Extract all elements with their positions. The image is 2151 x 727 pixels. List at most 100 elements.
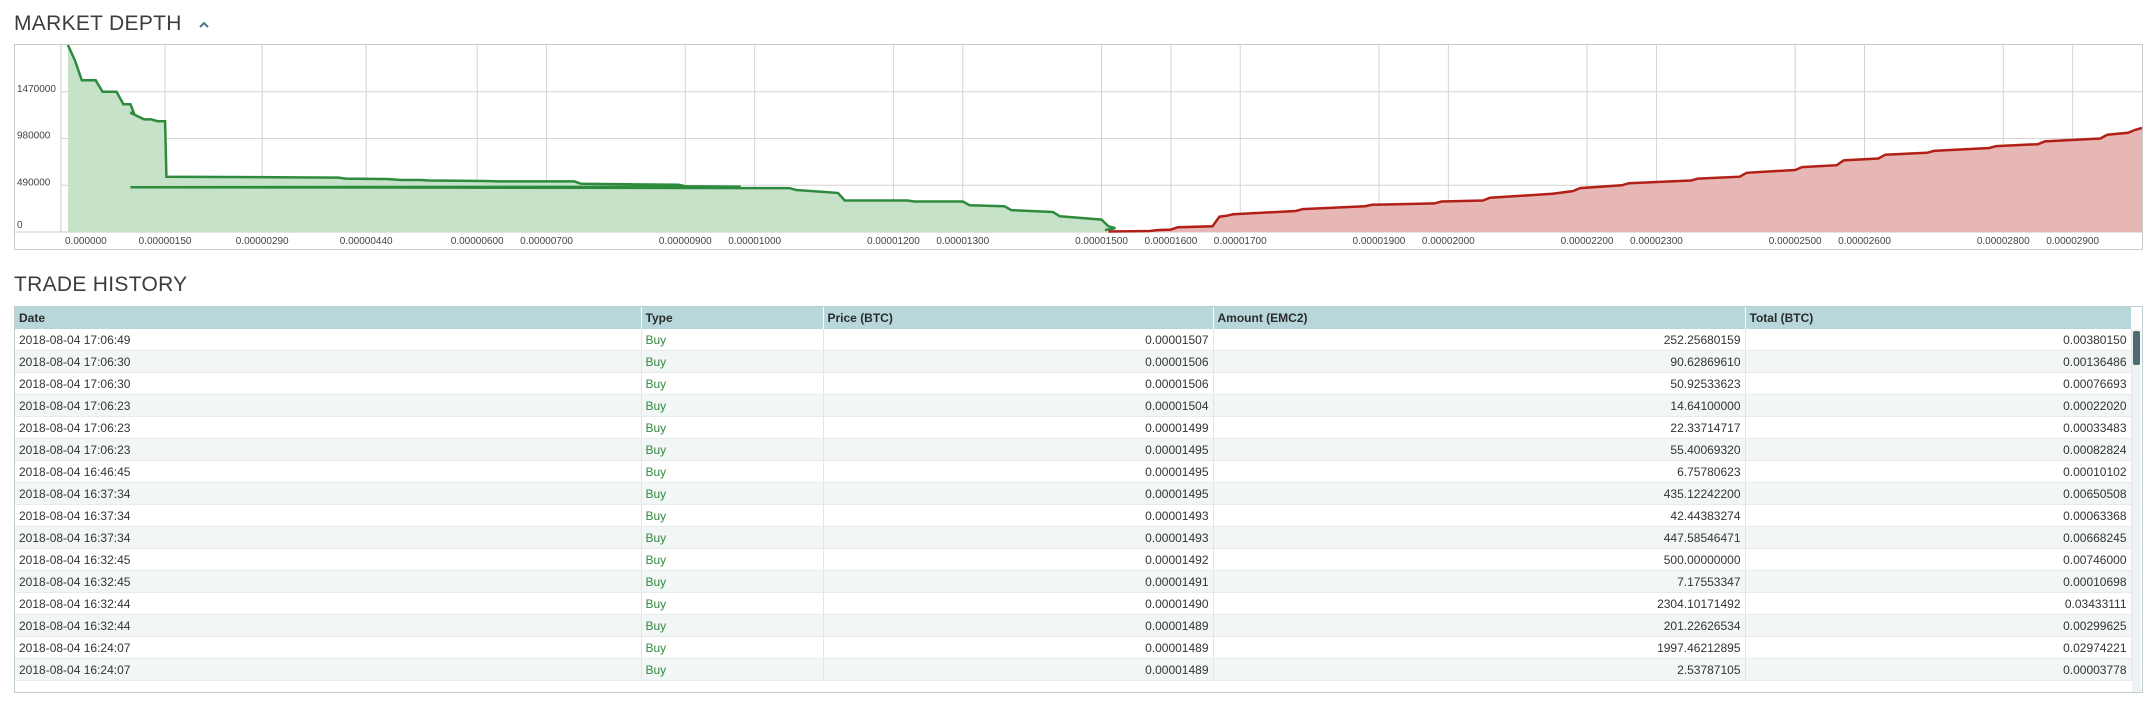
table-scrollbar[interactable] — [2132, 329, 2141, 692]
table-row[interactable]: 2018-08-04 17:06:49 Buy 0.00001507 252.2568… — [15, 329, 2132, 351]
x-tick-label: 0.00001700 — [1214, 236, 1267, 247]
y-tick-label: 490000 — [17, 177, 51, 188]
cell-total: 0.00380150 — [1745, 329, 2132, 351]
cell-type: Buy — [641, 372, 824, 395]
cell-amount: 2.53787105 — [1213, 658, 1746, 681]
cell-amount: 1997.46212895 — [1213, 636, 1746, 659]
cell-amount: 435.12242200 — [1213, 482, 1746, 505]
cell-type: Buy — [641, 592, 824, 615]
cell-type: Buy — [641, 636, 824, 659]
y-tick-label: 980000 — [17, 131, 51, 142]
column-header-date[interactable]: Date — [15, 307, 642, 329]
table-row[interactable]: 2018-08-04 16:37:34 Buy 0.00001495 435.1224… — [15, 482, 2132, 505]
cell-price: 0.00001490 — [823, 592, 1214, 615]
x-tick-label: 0.00002000 — [1422, 236, 1475, 247]
cell-total: 0.00668245 — [1745, 526, 2132, 549]
cell-total: 0.00299625 — [1745, 614, 2132, 637]
trade-history-body: 2018-08-04 17:06:49 Buy 0.00001507 252.2568… — [15, 329, 2132, 681]
table-row[interactable]: 2018-08-04 17:06:23 Buy 0.00001504 14.64100… — [15, 394, 2132, 417]
trade-history-title: TRADE HISTORY — [14, 273, 188, 296]
scrollbar-thumb[interactable] — [2133, 331, 2140, 365]
column-header-price[interactable]: Price (BTC) — [823, 307, 1214, 329]
cell-type: Buy — [641, 329, 824, 351]
cell-amount: 2304.10171492 — [1213, 592, 1746, 615]
y-tick-label: 1470000 — [17, 84, 56, 95]
cell-type: Buy — [641, 416, 824, 439]
cell-date: 2018-08-04 16:37:34 — [15, 482, 642, 505]
cell-total: 0.00136486 — [1745, 350, 2132, 373]
cell-price: 0.00001493 — [823, 504, 1214, 527]
column-header-type[interactable]: Type — [641, 307, 824, 329]
x-tick-label: 0.00000600 — [451, 236, 504, 247]
cell-amount: 201.22626534 — [1213, 614, 1746, 637]
cell-date: 2018-08-04 17:06:30 — [15, 372, 642, 395]
cell-date: 2018-08-04 16:32:44 — [15, 614, 642, 637]
bid-area — [67, 45, 1116, 232]
market-depth-title: MARKET DEPTH — [14, 12, 210, 36]
cell-amount: 7.17553347 — [1213, 570, 1746, 593]
cell-amount: 14.64100000 — [1213, 394, 1746, 417]
cell-price: 0.00001489 — [823, 614, 1214, 637]
cell-date: 2018-08-04 17:06:23 — [15, 438, 642, 461]
table-row[interactable]: 2018-08-04 16:32:45 Buy 0.00001491 7.175533… — [15, 570, 2132, 593]
table-row[interactable]: 2018-08-04 16:32:44 Buy 0.00001490 2304.101… — [15, 592, 2132, 615]
cell-total: 0.00746000 — [1745, 548, 2132, 571]
cell-date: 2018-08-04 17:06:30 — [15, 350, 642, 373]
cell-type: Buy — [641, 460, 824, 483]
cell-type: Buy — [641, 614, 824, 637]
cell-price: 0.00001489 — [823, 658, 1214, 681]
y-tick-label: 0 — [17, 220, 23, 231]
cell-type: Buy — [641, 394, 824, 417]
table-row[interactable]: 2018-08-04 16:37:34 Buy 0.00001493 447.5854… — [15, 526, 2132, 549]
x-tick-label: 0.00002800 — [1977, 236, 2030, 247]
cell-date: 2018-08-04 16:24:07 — [15, 636, 642, 659]
chevron-up-icon[interactable] — [198, 12, 210, 36]
column-header-total[interactable]: Total (BTC) — [1745, 307, 2132, 329]
cell-price: 0.00001506 — [823, 350, 1214, 373]
cell-type: Buy — [641, 526, 824, 549]
cell-price: 0.00001492 — [823, 548, 1214, 571]
cell-total: 0.00076693 — [1745, 372, 2132, 395]
table-row[interactable]: 2018-08-04 16:24:07 Buy 0.00001489 1997.462… — [15, 636, 2132, 659]
table-row[interactable]: 2018-08-04 17:06:23 Buy 0.00001499 22.33714… — [15, 416, 2132, 439]
trade-history-table: Date Type Price (BTC) Amount (EMC2) Tota… — [15, 307, 2132, 681]
cell-date: 2018-08-04 17:06:49 — [15, 329, 642, 351]
cell-date: 2018-08-04 16:32:45 — [15, 570, 642, 593]
cell-price: 0.00001495 — [823, 482, 1214, 505]
table-row[interactable]: 2018-08-04 16:37:34 Buy 0.00001493 42.44383… — [15, 504, 2132, 527]
cell-amount: 50.92533623 — [1213, 372, 1746, 395]
table-row[interactable]: 2018-08-04 16:24:07 Buy 0.00001489 2.537871… — [15, 658, 2132, 681]
x-tick-label: 0.00000440 — [340, 236, 393, 247]
cell-total: 0.00033483 — [1745, 416, 2132, 439]
cell-amount: 252.25680159 — [1213, 329, 1746, 351]
cell-amount: 90.62869610 — [1213, 350, 1746, 373]
cell-date: 2018-08-04 16:24:07 — [15, 658, 642, 681]
table-row[interactable]: 2018-08-04 16:32:45 Buy 0.00001492 500.0000… — [15, 548, 2132, 571]
x-tick-label: 0.00001500 — [1075, 236, 1128, 247]
x-tick-label: 0.00000900 — [659, 236, 712, 247]
cell-date: 2018-08-04 16:32:45 — [15, 548, 642, 571]
cell-date: 2018-08-04 17:06:23 — [15, 394, 642, 417]
cell-type: Buy — [641, 482, 824, 505]
cell-price: 0.00001507 — [823, 329, 1214, 351]
table-header-row: Date Type Price (BTC) Amount (EMC2) Tota… — [15, 307, 2132, 329]
cell-total: 0.00003778 — [1745, 658, 2132, 681]
x-tick-label: 0.00002200 — [1561, 236, 1614, 247]
x-tick-label: 0.00002600 — [1838, 236, 1891, 247]
column-header-amount[interactable]: Amount (EMC2) — [1213, 307, 1746, 329]
table-row[interactable]: 2018-08-04 17:06:23 Buy 0.00001495 55.40069… — [15, 438, 2132, 461]
x-tick-label: 0.00001000 — [728, 236, 781, 247]
x-tick-label: 0.00001600 — [1144, 236, 1197, 247]
table-row[interactable]: 2018-08-04 16:32:44 Buy 0.00001489 201.2262… — [15, 614, 2132, 637]
table-row[interactable]: 2018-08-04 17:06:30 Buy 0.00001506 50.92533… — [15, 372, 2132, 395]
trade-history-table-container: Date Type Price (BTC) Amount (EMC2) Tota… — [14, 306, 2143, 693]
cell-date: 2018-08-04 16:37:34 — [15, 526, 642, 549]
cell-type: Buy — [641, 350, 824, 373]
cell-total: 0.00650508 — [1745, 482, 2132, 505]
market-depth-chart: 0 490000 980000 1470000 0.000000 0.00000150 0.… — [14, 44, 2143, 250]
cell-price: 0.00001506 — [823, 372, 1214, 395]
cell-amount: 55.40069320 — [1213, 438, 1746, 461]
table-row[interactable]: 2018-08-04 17:06:30 Buy 0.00001506 90.62869… — [15, 350, 2132, 373]
cell-date: 2018-08-04 17:06:23 — [15, 416, 642, 439]
table-row[interactable]: 2018-08-04 16:46:45 Buy 0.00001495 6.757806… — [15, 460, 2132, 483]
